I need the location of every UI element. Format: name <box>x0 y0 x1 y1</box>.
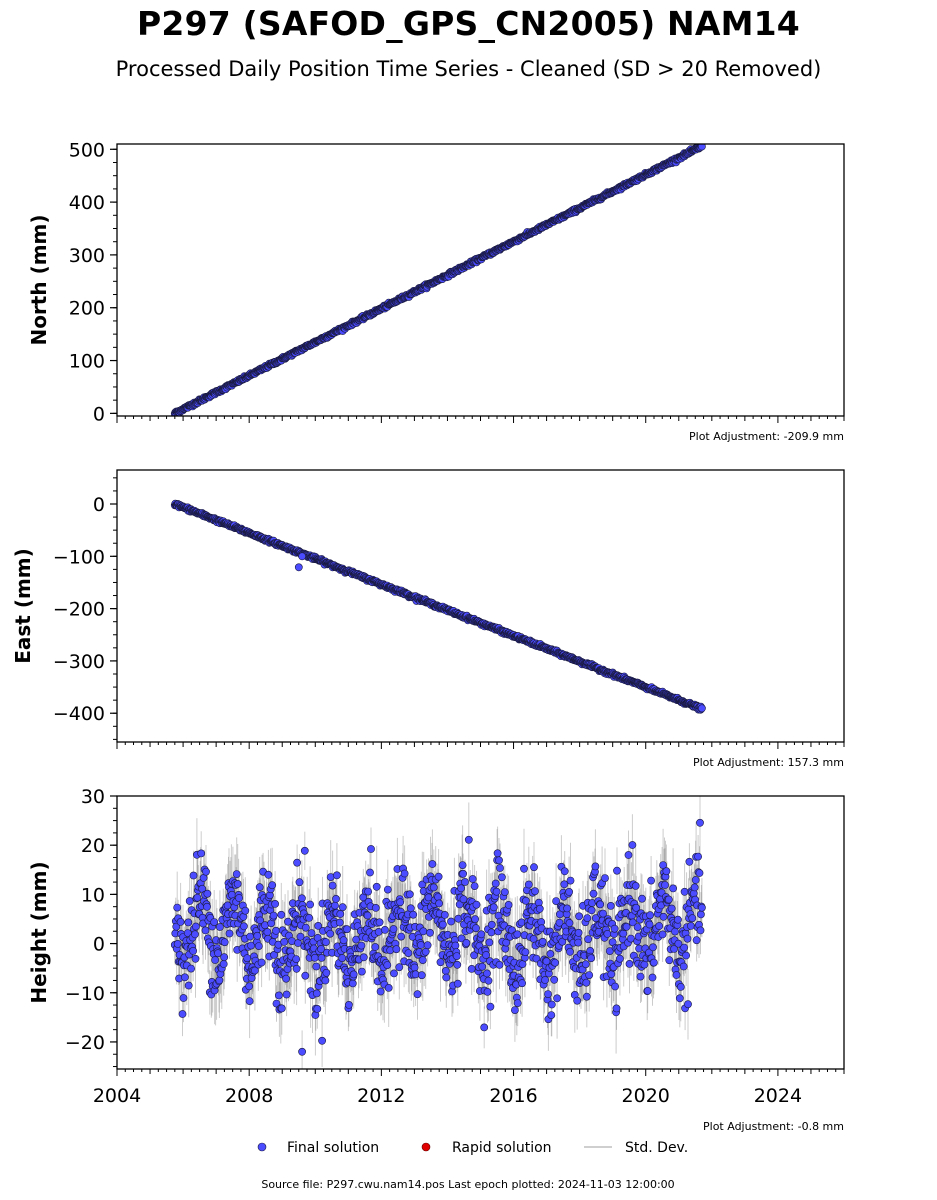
axes-frame-east <box>116 469 845 743</box>
ytick-label-east: −100 <box>53 546 105 568</box>
panel-north: 0 100 200 300 400 500 North (mm) Plot Adjustmen… <box>27 139 845 443</box>
chart-title: P297 (SAFOD_GPS_CN2005) NAM14 <box>137 4 800 43</box>
ytick-label-north: 200 <box>69 298 105 320</box>
axes-frame-north <box>116 143 845 417</box>
ylabel-north: North (mm) <box>27 214 51 345</box>
points-north <box>170 144 706 416</box>
ytick-label-east: −200 <box>53 599 105 621</box>
plot-area-north <box>170 144 706 416</box>
data-point <box>698 704 706 713</box>
ytick-label-north: 300 <box>69 245 105 267</box>
data-point <box>294 563 303 572</box>
ytick-label-north: 400 <box>69 192 105 214</box>
ylabel-east: East (mm) <box>11 548 35 664</box>
ytick-label-east: −300 <box>53 651 105 673</box>
ytick-label-north: 500 <box>69 139 105 161</box>
plot-adjustment-north: Plot Adjustment: -209.9 mm <box>689 430 844 443</box>
chart-subtitle: Processed Daily Position Time Series - C… <box>115 57 822 81</box>
plot-adjustment-east: Plot Adjustment: 157.3 mm <box>693 756 844 769</box>
data-point <box>698 144 706 151</box>
ytick-label-east: −400 <box>53 703 105 725</box>
ytick-label-east: 0 <box>93 494 105 516</box>
plot-area-height <box>170 796 706 1069</box>
ytick-label-north: 0 <box>93 403 105 425</box>
plot-area-east <box>170 499 706 714</box>
points-east <box>170 499 706 714</box>
ytick-label-north: 100 <box>69 351 105 373</box>
data-point <box>298 552 306 561</box>
panel-east: 0 −100 −200 −300 −400 East (mm) Plot Adjustmen… <box>11 469 845 769</box>
